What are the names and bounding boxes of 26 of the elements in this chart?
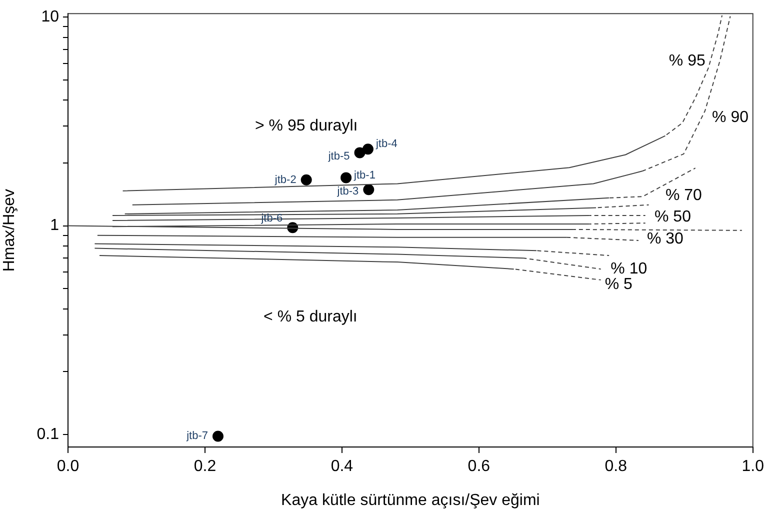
y-axis-title: Hmax/Hşev <box>1 188 18 272</box>
y-tick-label: 1 <box>50 217 60 234</box>
y-tick-label: 10 <box>41 8 60 26</box>
x-axis-title: Kaya kütle sürtünme açısı/Şev eğimi <box>281 492 540 509</box>
y-tick-label: 0.1 <box>36 426 60 443</box>
series-label: jtb-7 <box>186 430 208 442</box>
annotation: > % 95 duraylı <box>254 118 358 135</box>
x-tick-label: 1.0 <box>742 458 764 476</box>
annotation: % 10 <box>610 260 648 278</box>
x-tick-label: 0.8 <box>604 458 628 476</box>
series-label: jtb-3 <box>336 186 359 198</box>
x-tick-label: 0.2 <box>194 458 216 476</box>
annotation: % 95 <box>668 52 706 70</box>
annotation: % 50 <box>654 208 692 226</box>
series-label: jtb-2 <box>274 174 296 186</box>
annotation: % 90 <box>712 109 749 126</box>
series-label: jtb-1 <box>353 170 376 182</box>
series-label: jtb-5 <box>327 150 350 163</box>
x-tick-label: 0.6 <box>468 458 490 476</box>
x-tick-label: 0.4 <box>330 458 354 476</box>
annotation: < % 5 duraylı <box>264 308 358 326</box>
annotation: % 70 <box>665 187 702 204</box>
annotation: % 5 <box>604 276 633 293</box>
annotation: % 30 <box>646 230 684 248</box>
series-label: jtb-4 <box>374 138 398 150</box>
x-tick-label: 0.0 <box>56 458 80 476</box>
